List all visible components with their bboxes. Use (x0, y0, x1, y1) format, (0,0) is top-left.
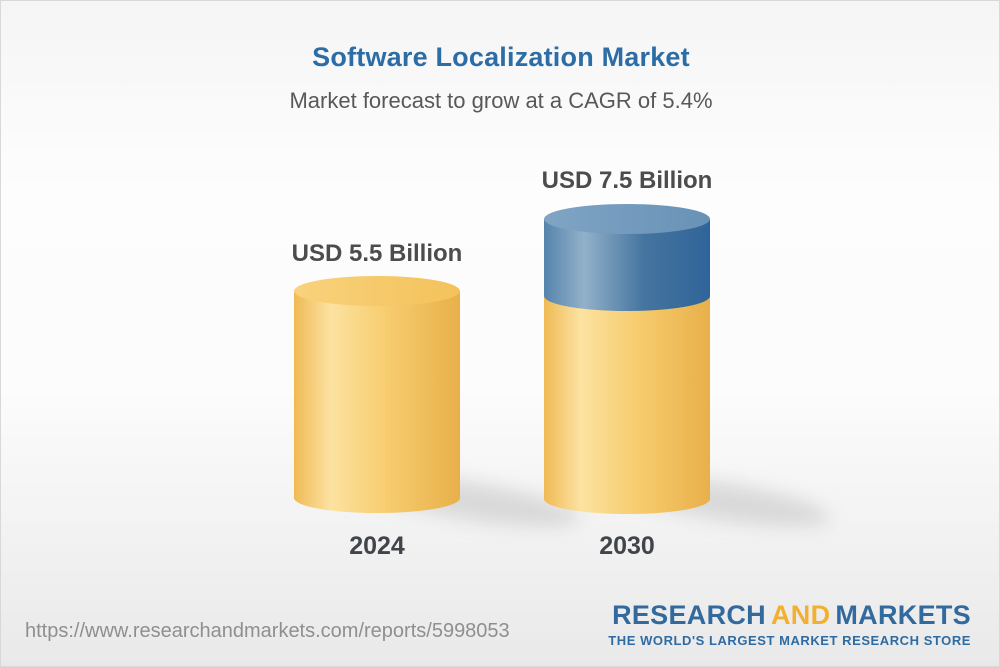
logo-word-and: AND (770, 600, 831, 630)
brand-logo: RESEARCH AND MARKETS THE WORLD'S LARGEST M… (608, 602, 971, 649)
category-label-2030: 2030 (599, 532, 655, 560)
chart-subtitle: Market forecast to grow at a CAGR of 5.4… (289, 88, 713, 113)
value-label-2024: USD 5.5 Billion (291, 240, 463, 267)
bar-cylinder-2024 (294, 276, 460, 513)
logo-word-markets: MARKETS (835, 600, 971, 630)
value-label-2030: USD 7.5 Billion (541, 167, 713, 194)
logo-word-research: RESEARCH (612, 600, 766, 630)
brand-tagline: THE WORLD'S LARGEST MARKET RESEARCH STOR… (608, 633, 971, 648)
bar-cylinder-2030 (544, 204, 710, 514)
category-label-2024: 2024 (349, 532, 405, 560)
report-url: https://www.researchandmarkets.com/repor… (25, 620, 510, 642)
chart-title: Software Localization Market (312, 42, 690, 72)
brand-logo-wordmark: RESEARCH AND MARKETS (608, 602, 971, 629)
